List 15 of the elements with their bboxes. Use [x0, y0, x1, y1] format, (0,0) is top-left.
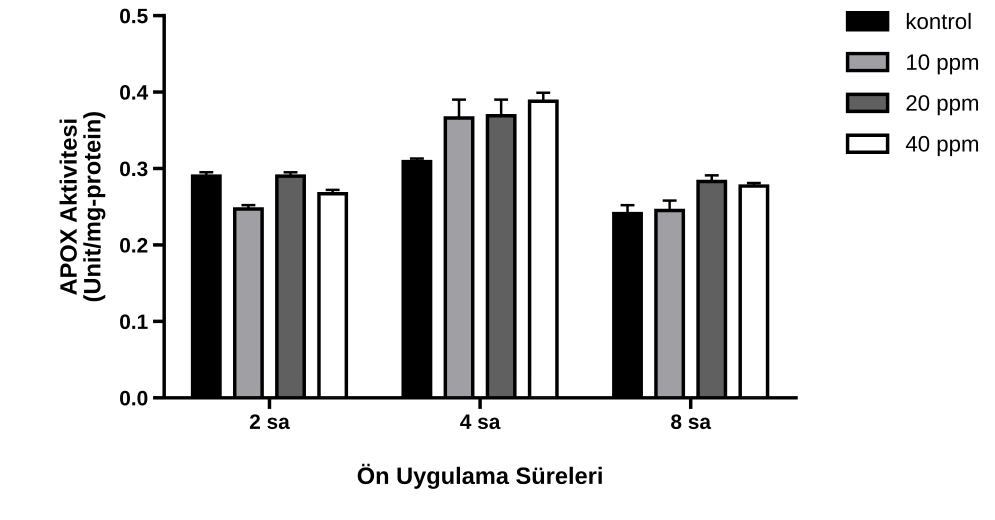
legend-label: kontrol [906, 12, 971, 30]
y-tick-label: 0.1 [120, 314, 148, 330]
x-tick-label: 8 sa [671, 414, 712, 430]
y-tick-label: 0.3 [120, 161, 148, 176]
x-tick-label: 4 sa [460, 414, 500, 430]
y-tick-label: 0.5 [120, 8, 148, 24]
y-tick-label: 0.2 [120, 238, 148, 253]
y-axis-title: APOX Aktivitesi (Unit/mg-protein) [60, 112, 106, 302]
legend-label: 10 ppm [907, 54, 978, 74]
legend-label: 20 ppm [906, 95, 978, 116]
legend-label: 40 ppm [906, 136, 978, 156]
x-tick-label: 2 sa [250, 414, 290, 430]
y-tick-label: 0.0 [120, 390, 148, 406]
y-tick-label: 0.4 [120, 85, 148, 100]
x-axis-title: Ön Uygulama Süreleri [358, 464, 602, 489]
